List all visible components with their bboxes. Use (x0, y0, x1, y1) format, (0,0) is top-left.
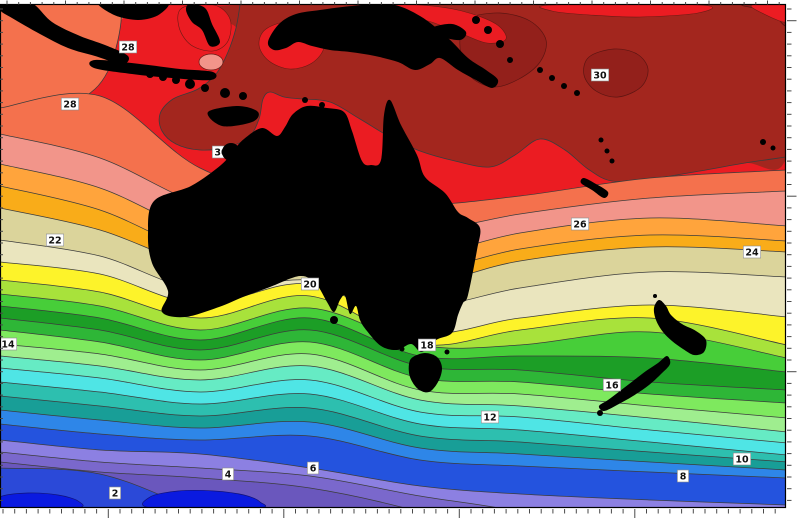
land-masses (0, 5, 776, 416)
contour-label-30: 30 (590, 68, 609, 82)
land-nz-north-island (653, 299, 707, 356)
contour-line-10 (0, 395, 786, 463)
contour-label-4: 4 (222, 467, 234, 481)
contour-label-22: 22 (45, 233, 64, 247)
svg-text:30: 30 (593, 71, 607, 82)
contour-label-18: 18 (417, 338, 436, 352)
contour-line-6 (0, 439, 786, 506)
contour-label-2: 2 (109, 486, 121, 500)
land-tasmania (408, 353, 443, 393)
contour-label-26: 26 (570, 217, 589, 231)
svg-text:22: 22 (48, 236, 61, 247)
svg-text:2: 2 (112, 489, 119, 500)
contour-label-6: 6 (307, 461, 319, 475)
svg-text:14: 14 (1, 340, 15, 351)
svg-text:16: 16 (605, 381, 619, 392)
svg-text:4: 4 (225, 470, 232, 481)
contour-line-2 (0, 467, 192, 508)
svg-text:10: 10 (735, 455, 749, 466)
svg-text:8: 8 (680, 472, 687, 483)
land-new-britain (431, 23, 467, 41)
land-new-guinea (267, 5, 499, 88)
contour-label-12: 12 (480, 410, 499, 424)
land-nz-south-island (598, 355, 671, 412)
land-java (89, 59, 217, 81)
contour-label-28: 28 (60, 97, 79, 111)
contour-line-9 (0, 409, 786, 471)
land-new-caledonia (580, 177, 609, 199)
contour-label-28: 28 (119, 40, 138, 54)
contour-label-24: 24 (742, 245, 761, 259)
contour-label-10: 10 (732, 452, 751, 466)
land-sumatra (0, 5, 130, 64)
svg-text:28: 28 (121, 43, 135, 54)
contour-line-12 (0, 367, 786, 444)
svg-text:24: 24 (745, 248, 759, 259)
contour-line-8 (0, 423, 786, 479)
contour-label-14: 14 (0, 337, 17, 351)
svg-text:18: 18 (420, 341, 434, 352)
contour-line-11 (0, 381, 786, 456)
land-borneo (98, 5, 169, 20)
contour-label-16: 16 (602, 378, 621, 392)
contour-line-3 (0, 461, 407, 508)
contour-label-20: 20 (300, 277, 319, 291)
svg-text:12: 12 (483, 413, 496, 424)
land-australia (147, 99, 481, 353)
contour-line-14 (0, 343, 786, 419)
contour-line-4 (0, 451, 502, 508)
svg-text:28: 28 (63, 100, 77, 111)
contour-labels: 28 30 28 26 22 24 20 18 14 16 12 10 8 6 4 2 (0, 40, 761, 500)
cold-pool-below-2C (0, 492, 84, 508)
contour-line-13 (0, 355, 786, 433)
svg-text:30: 30 (214, 148, 228, 159)
cold-pool-below-2C (142, 490, 267, 508)
contour-label-8: 8 (677, 469, 689, 483)
land-timor (207, 106, 259, 127)
land-sulawesi (185, 5, 221, 47)
svg-text:20: 20 (303, 280, 317, 291)
svg-text:6: 6 (310, 464, 317, 475)
contour-line-15 (0, 329, 786, 404)
svg-text:26: 26 (573, 220, 587, 231)
